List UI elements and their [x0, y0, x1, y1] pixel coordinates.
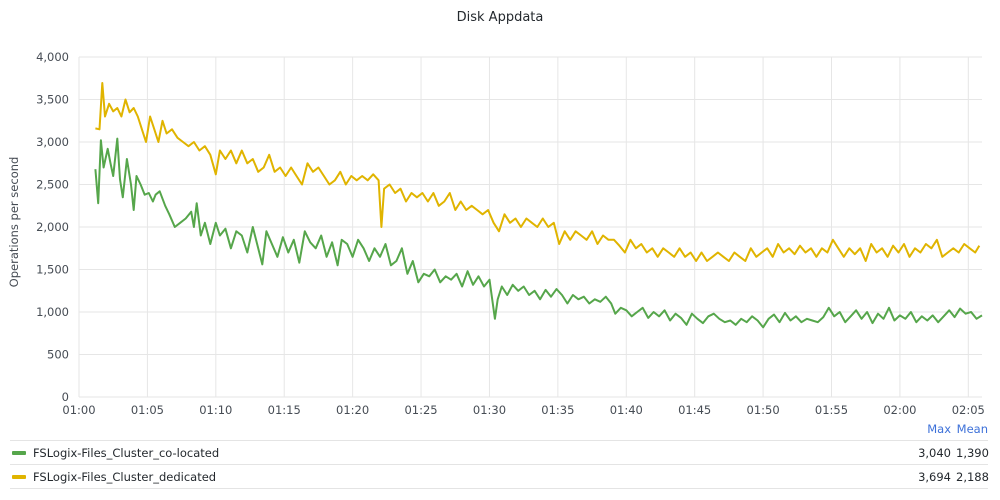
y-tick-label: 0	[62, 390, 69, 404]
legend-mean-header[interactable]: Mean	[956, 422, 988, 436]
x-axis-ticks: 01:00 01:05 01:10 01:15 01:20 01:25 01:30 01:35…	[62, 403, 984, 417]
legend-header: Max Mean	[10, 418, 988, 441]
y-tick-label: 4,000	[36, 50, 69, 64]
legend-swatch-green	[12, 450, 26, 455]
legend-mean-value: 1,390	[956, 445, 989, 460]
legend-mean-value: 2,188	[956, 469, 989, 484]
x-tick-label: 01:10	[199, 403, 232, 417]
x-tick-label: 01:35	[541, 403, 574, 417]
series-lines	[94, 82, 983, 329]
x-tick-label: 01:30	[473, 403, 506, 417]
y-axis-ticks: 0 500 1,000 1,500 2,000 2,500 3,000 3,500 4,000	[36, 50, 69, 404]
y-tick-label: 2,000	[36, 220, 69, 234]
x-tick-label: 01:20	[336, 403, 369, 417]
y-tick-label: 3,500	[36, 93, 69, 107]
y-tick-label: 1,500	[36, 263, 69, 277]
x-tick-label: 01:45	[678, 403, 711, 417]
legend-item-co-located[interactable]: FSLogix-Files_Cluster_co-located 3,040 1…	[10, 441, 989, 465]
x-tick-label: 02:00	[883, 403, 916, 417]
x-tick-label: 01:15	[268, 403, 301, 417]
x-tick-label: 01:55	[815, 403, 848, 417]
y-tick-label: 1,000	[36, 305, 69, 319]
chart-title: Disk Appdata	[457, 10, 544, 25]
legend-series-name[interactable]: FSLogix-Files_Cluster_co-located	[33, 445, 220, 460]
y-tick-label: 3,000	[36, 135, 69, 149]
legend-max-value: 3,694	[918, 469, 951, 484]
series-line-dedicated[interactable]	[95, 82, 981, 262]
x-tick-label: 01:00	[62, 403, 95, 417]
legend-max-header[interactable]: Max	[927, 422, 951, 436]
legend-max-value: 3,040	[918, 445, 951, 460]
x-tick-label: 01:05	[131, 403, 164, 417]
legend: Max Mean FSLogix-Files_Cluster_co-locate…	[10, 418, 989, 489]
y-tick-label: 2,500	[36, 178, 69, 192]
chart-canvas: Disk Appdata Operations per second 0 500 1…	[7, 10, 985, 417]
x-tick-label: 02:05	[952, 403, 985, 417]
x-tick-label: 01:40	[610, 403, 643, 417]
grid	[78, 56, 982, 398]
x-tick-label: 01:25	[404, 403, 437, 417]
series-line-co-located[interactable]	[94, 137, 983, 329]
legend-series-name[interactable]: FSLogix-Files_Cluster_dedicated	[33, 469, 217, 484]
legend-swatch-yellow	[12, 474, 26, 479]
x-tick-label: 01:50	[747, 403, 780, 417]
y-tick-label: 500	[47, 348, 69, 362]
y-axis-label: Operations per second	[7, 157, 21, 288]
legend-item-dedicated[interactable]: FSLogix-Files_Cluster_dedicated 3,694 2,…	[10, 465, 989, 489]
